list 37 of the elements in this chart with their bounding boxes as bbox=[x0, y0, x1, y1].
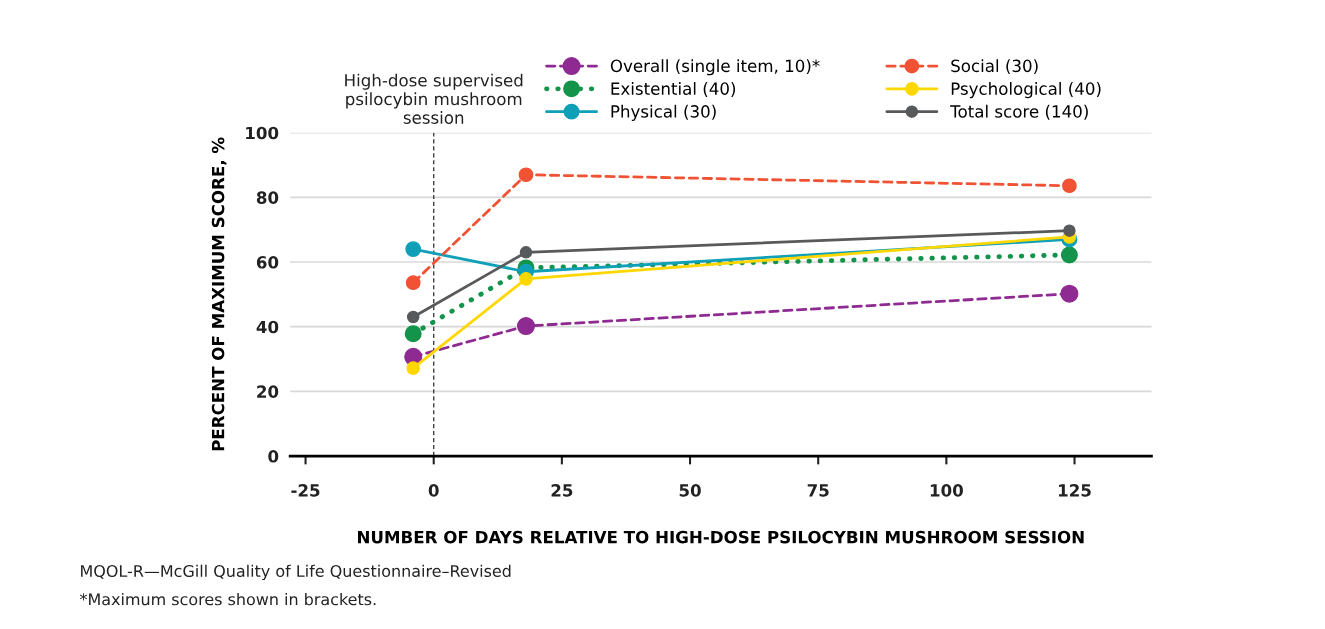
y-tick-label: 100 bbox=[246, 126, 279, 140]
x-tick-label: 25 bbox=[551, 484, 573, 497]
x-tick-label: 75 bbox=[807, 484, 829, 497]
ref-line-label: High-dose supervised psilocybin mushroom session bbox=[345, 73, 523, 124]
point bbox=[1062, 178, 1077, 194]
y-tick-label: 0 bbox=[268, 449, 279, 463]
point bbox=[1063, 224, 1076, 237]
point bbox=[1060, 246, 1078, 264]
y-tick-label: 40 bbox=[256, 320, 279, 334]
point bbox=[1060, 284, 1079, 303]
y-axis-title: PERCENT OF MAXIMUM SCORE, % bbox=[211, 137, 227, 451]
point bbox=[518, 167, 534, 183]
point bbox=[519, 246, 533, 259]
y-tick-label: 20 bbox=[257, 385, 279, 398]
point bbox=[404, 325, 422, 343]
legend-label: Total score (140) bbox=[950, 104, 1088, 120]
legend-label: Physical (30) bbox=[611, 104, 716, 121]
point bbox=[405, 241, 422, 258]
y-tick-label: 60 bbox=[256, 256, 279, 269]
text: *Maximum scores shown in brackets. bbox=[79, 592, 376, 606]
y-tick-label: 80 bbox=[256, 191, 279, 204]
legend-label: Social (30) bbox=[951, 59, 1038, 75]
x-tick-label: 125 bbox=[1059, 484, 1091, 497]
x-tick-label: 0 bbox=[428, 484, 439, 497]
legend-label: Psychological (40) bbox=[951, 82, 1101, 99]
x-tick-label: -25 bbox=[291, 484, 320, 497]
x-axis-title: NUMBER OF DAYS RELATIVE TO HIGH-DOSE PSILOCYBIN MUSHROOM SESSION bbox=[358, 530, 1084, 544]
text: MQOL-R—McGill Quality of Life Questionnaire–Revised bbox=[81, 564, 511, 581]
legend-label: Existential (40) bbox=[611, 82, 736, 97]
point bbox=[406, 310, 420, 324]
point bbox=[405, 275, 421, 291]
x-tick-label: 100 bbox=[930, 484, 963, 497]
point bbox=[519, 272, 533, 286]
legend-label: Overall (single item, 10)* bbox=[610, 59, 820, 76]
point bbox=[516, 317, 536, 336]
x-tick-label: 50 bbox=[679, 484, 701, 497]
point bbox=[406, 361, 421, 375]
